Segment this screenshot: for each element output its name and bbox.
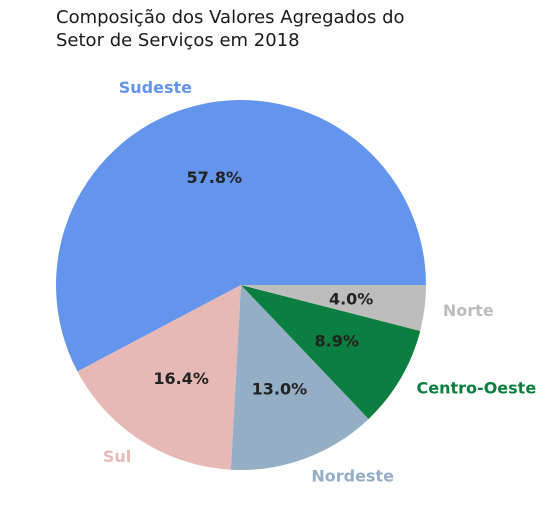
- pie-slice-norte: [241, 285, 426, 331]
- pie-category-label-norte: Norte: [443, 301, 494, 320]
- pie-slice-centro-oeste: [241, 285, 421, 419]
- pie-slice-nordeste: [230, 285, 369, 470]
- pie-slice-sul: [77, 285, 241, 470]
- pie-percent-label-sul: 16.4%: [153, 369, 209, 388]
- pie-percent-label-centro-oeste: 8.9%: [315, 332, 359, 351]
- pie-percent-label-norte: 4.0%: [329, 289, 373, 308]
- pie-category-label-nordeste: Nordeste: [311, 466, 394, 485]
- pie-percent-label-nordeste: 13.0%: [252, 380, 308, 399]
- pie-category-label-sul: Sul: [103, 447, 131, 466]
- chart-title-line-2: Setor de Serviços em 2018: [56, 30, 300, 51]
- chart-title-line-1: Composição dos Valores Agregados do: [56, 7, 405, 28]
- pie-percent-label-sudeste: 57.8%: [187, 168, 243, 187]
- pie-slice-sudeste: [55, 100, 426, 372]
- pie-category-label-centro-oeste: Centro-Oeste: [417, 378, 537, 397]
- pie-category-label-sudeste: Sudeste: [119, 78, 192, 97]
